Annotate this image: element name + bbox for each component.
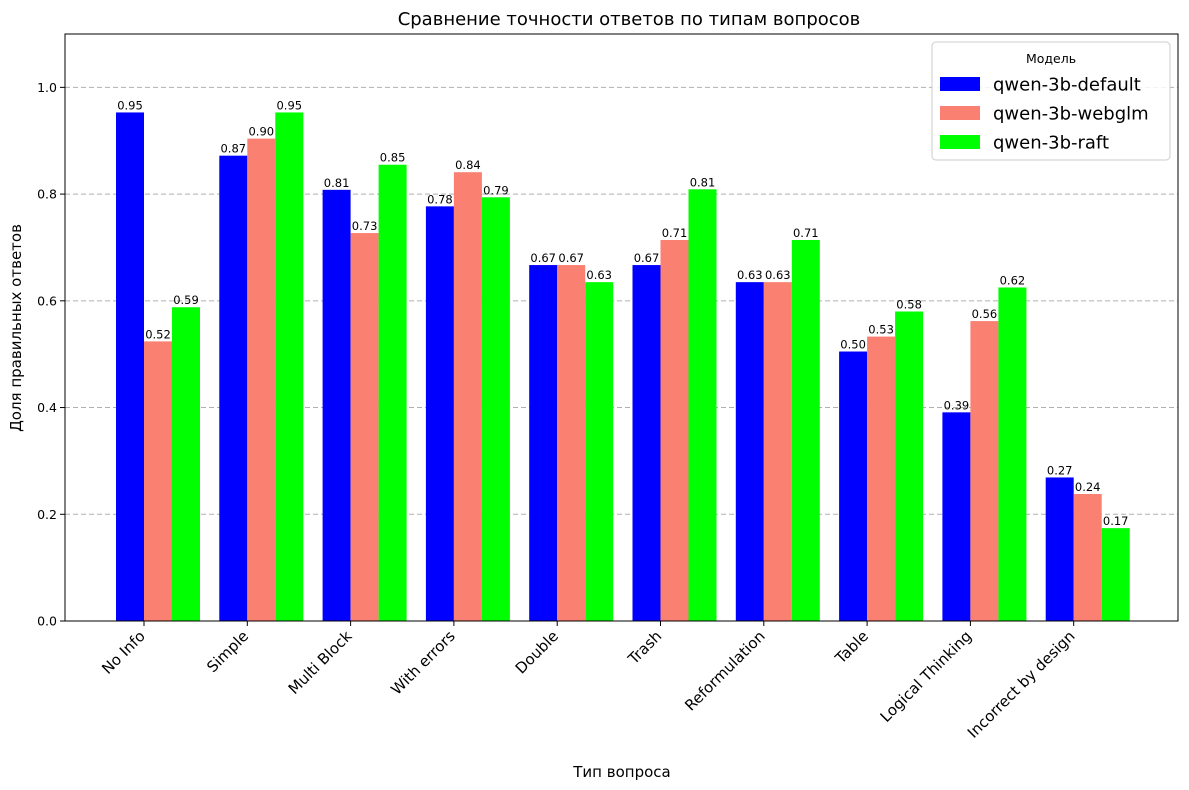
bar-qwen-3b-webglm-5 [660,239,689,621]
y-tick-label: 0.2 [37,507,57,522]
data-label: 0.81 [324,176,350,190]
data-label: 0.58 [896,297,922,311]
data-label: 0.95 [276,98,302,112]
data-label: 0.71 [793,226,819,240]
data-label: 0.63 [765,268,791,282]
bar-qwen-3b-default-9 [1045,477,1074,621]
data-label: 0.67 [530,251,556,265]
legend: Модель qwen-3b-default qwen-3b-webglm qwen-… [931,41,1171,161]
data-label: 0.67 [634,251,660,265]
bar-qwen-3b-default-6 [735,282,764,621]
bar-qwen-3b-default-4 [529,265,558,621]
x-tick-label: Table [831,627,872,668]
data-label: 0.27 [1047,463,1073,477]
x-tick-label: Incorrect by design [964,627,1079,742]
data-label: 0.81 [690,175,716,189]
data-label: 0.62 [1000,273,1026,287]
bar-qwen-3b-raft-4 [585,282,614,621]
data-label: 0.84 [455,158,481,172]
bar-qwen-3b-webglm-8 [970,321,999,621]
chart-title: Сравнение точности ответов по типам вопр… [398,9,861,30]
bar-qwen-3b-default-3 [425,206,454,621]
bar-qwen-3b-default-8 [942,412,971,621]
data-label: 0.78 [427,192,453,206]
bar-qwen-3b-raft-3 [481,197,510,621]
bar-qwen-3b-raft-6 [791,239,820,621]
bar-qwen-3b-raft-5 [688,189,717,621]
y-tick-label: 0.4 [37,400,57,415]
data-label: 0.90 [248,125,274,139]
data-label: 0.67 [558,251,584,265]
bar-qwen-3b-default-2 [322,189,351,621]
data-labels: 0.950.520.590.870.900.950.810.730.850.78… [117,98,1128,528]
bar-qwen-3b-default-5 [632,265,661,621]
bars [116,112,1130,622]
data-label: 0.50 [840,338,866,352]
data-label: 0.24 [1075,480,1101,494]
x-axis-title: Тип вопроса [572,763,670,781]
bar-qwen-3b-webglm-1 [247,138,276,622]
bar-qwen-3b-raft-8 [998,287,1027,621]
legend-box [931,41,1171,161]
legend-entry: qwen-3b-raft [993,133,1109,154]
data-label: 0.56 [972,307,998,321]
bar-qwen-3b-raft-2 [378,164,407,621]
y-axis-title: Доля правильных ответов [7,224,25,432]
x-tick-label: Simple [203,627,252,676]
bar-qwen-3b-webglm-3 [453,172,482,621]
bar-qwen-3b-webglm-0 [144,341,172,621]
x-axis: No Info Simple Multi Block With errors Doubl… [98,621,1079,742]
bar-qwen-3b-default-7 [839,351,868,621]
bar-qwen-3b-webglm-6 [763,282,792,621]
data-label: 0.73 [352,219,378,233]
x-tick-label: Double [512,627,562,677]
data-label: 0.95 [117,98,143,112]
bar-qwen-3b-webglm-2 [350,233,379,621]
legend-swatch [940,135,980,149]
bar-qwen-3b-raft-7 [895,311,924,621]
legend-title: Модель [1026,51,1076,66]
x-tick-label: Trash [624,627,665,668]
data-label: 0.63 [586,268,612,282]
data-label: 0.71 [662,226,688,240]
x-tick-label: Multi Block [285,627,356,698]
y-axis: 0.0 0.2 0.4 0.6 0.8 1.0 [37,80,65,629]
data-label: 0.85 [380,151,406,165]
bar-qwen-3b-default-1 [219,155,248,621]
bar-qwen-3b-webglm-7 [867,336,896,621]
y-tick-label: 0.0 [37,614,57,629]
y-tick-label: 0.6 [37,293,57,308]
bar-qwen-3b-default-0 [116,112,144,621]
plot-frame [64,33,1179,622]
legend-swatch [940,106,980,120]
data-label: 0.63 [737,268,763,282]
legend-swatch [940,77,980,91]
y-tick-label: 1.0 [37,80,57,95]
bar-qwen-3b-raft-9 [1101,528,1130,621]
data-label: 0.52 [145,327,171,341]
data-label: 0.87 [220,142,246,156]
data-label: 0.53 [868,323,894,337]
bar-qwen-3b-raft-1 [275,112,304,621]
y-tick-label: 0.8 [37,187,57,202]
data-label: 0.17 [1103,514,1129,528]
x-tick-label: Logical Thinking [877,627,976,726]
x-tick-label: Reformulation [681,627,768,714]
x-tick-label: With errors [387,627,459,699]
data-label: 0.79 [483,183,509,197]
data-label: 0.59 [173,293,199,307]
x-tick-label: No Info [98,627,149,678]
legend-entry: qwen-3b-webglm [993,104,1149,125]
data-label: 0.39 [944,398,970,412]
legend-entry: qwen-3b-default [993,75,1141,96]
bar-qwen-3b-raft-0 [172,307,200,621]
bar-qwen-3b-webglm-9 [1073,493,1102,621]
bar-qwen-3b-webglm-4 [557,265,586,621]
